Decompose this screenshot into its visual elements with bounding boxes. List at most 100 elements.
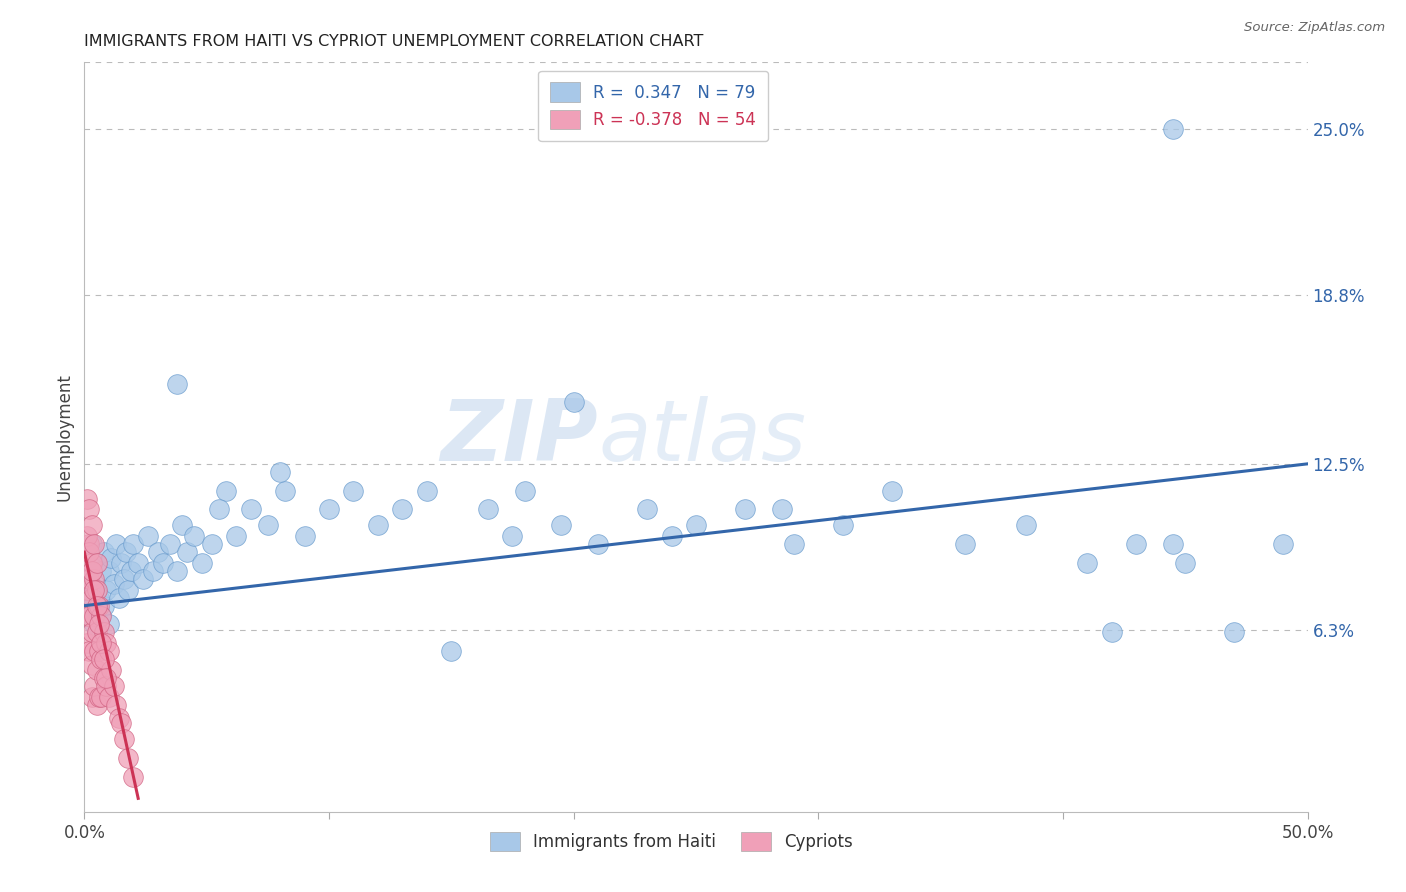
Point	[152, 556, 174, 570]
Point	[83, 609, 105, 624]
Text: ZIP: ZIP	[440, 395, 598, 479]
Point	[87, 617, 110, 632]
Point	[208, 502, 231, 516]
Point	[1161, 537, 1184, 551]
Point	[86, 599, 108, 613]
Point	[80, 518, 103, 533]
Point	[513, 483, 536, 498]
Point	[115, 545, 138, 559]
Point	[391, 502, 413, 516]
Point	[86, 625, 108, 640]
Legend: Immigrants from Haiti, Cypriots: Immigrants from Haiti, Cypriots	[481, 823, 862, 860]
Point	[77, 609, 100, 624]
Point	[105, 698, 128, 712]
Point	[734, 502, 756, 516]
Point	[1101, 625, 1123, 640]
Point	[122, 770, 145, 784]
Text: atlas: atlas	[598, 395, 806, 479]
Point	[77, 537, 100, 551]
Point	[80, 556, 103, 570]
Point	[1161, 122, 1184, 136]
Point	[661, 529, 683, 543]
Point	[166, 376, 188, 391]
Point	[225, 529, 247, 543]
Text: Source: ZipAtlas.com: Source: ZipAtlas.com	[1244, 21, 1385, 34]
Point	[1174, 556, 1197, 570]
Point	[1015, 518, 1038, 533]
Point	[318, 502, 340, 516]
Point	[87, 644, 110, 658]
Point	[93, 545, 115, 559]
Point	[112, 732, 135, 747]
Point	[166, 564, 188, 578]
Point	[146, 545, 169, 559]
Point	[87, 599, 110, 613]
Point	[76, 572, 98, 586]
Point	[96, 636, 118, 650]
Point	[239, 502, 262, 516]
Point	[86, 556, 108, 570]
Point	[76, 582, 98, 597]
Point	[83, 582, 105, 597]
Point	[86, 698, 108, 712]
Point	[586, 537, 609, 551]
Point	[770, 502, 793, 516]
Point	[90, 609, 112, 624]
Point	[831, 518, 853, 533]
Point	[77, 502, 100, 516]
Point	[215, 483, 238, 498]
Point	[77, 591, 100, 605]
Point	[86, 663, 108, 677]
Point	[269, 465, 291, 479]
Point	[90, 564, 112, 578]
Point	[80, 657, 103, 672]
Point	[86, 556, 108, 570]
Point	[127, 556, 149, 570]
Point	[100, 550, 122, 565]
Point	[783, 537, 806, 551]
Point	[200, 537, 222, 551]
Point	[1076, 556, 1098, 570]
Point	[80, 690, 103, 704]
Point	[136, 529, 159, 543]
Point	[176, 545, 198, 559]
Point	[110, 716, 132, 731]
Point	[93, 652, 115, 666]
Point	[87, 690, 110, 704]
Point	[685, 518, 707, 533]
Point	[76, 529, 98, 543]
Point	[122, 537, 145, 551]
Point	[132, 572, 155, 586]
Point	[90, 636, 112, 650]
Point	[83, 617, 105, 632]
Point	[294, 529, 316, 543]
Point	[257, 518, 280, 533]
Point	[77, 609, 100, 624]
Point	[1125, 537, 1147, 551]
Point	[93, 599, 115, 613]
Point	[1223, 625, 1246, 640]
Point	[342, 483, 364, 498]
Point	[76, 609, 98, 624]
Point	[77, 644, 100, 658]
Point	[103, 679, 125, 693]
Point	[367, 518, 389, 533]
Point	[77, 545, 100, 559]
Point	[97, 690, 120, 704]
Point	[87, 604, 110, 618]
Point	[90, 690, 112, 704]
Point	[83, 582, 105, 597]
Point	[76, 491, 98, 506]
Point	[880, 483, 903, 498]
Point	[183, 529, 205, 543]
Point	[191, 556, 214, 570]
Point	[90, 609, 112, 624]
Point	[93, 625, 115, 640]
Point	[274, 483, 297, 498]
Point	[80, 537, 103, 551]
Point	[103, 577, 125, 591]
Point	[86, 582, 108, 597]
Point	[86, 625, 108, 640]
Point	[502, 529, 524, 543]
Point	[87, 591, 110, 605]
